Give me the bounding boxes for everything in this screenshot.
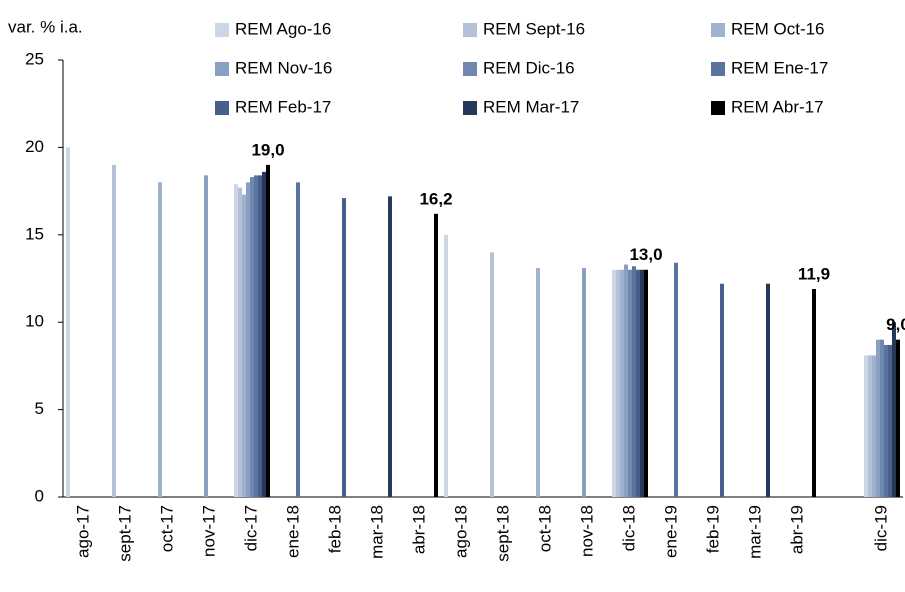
legend-swatch [215, 62, 229, 76]
bar [258, 175, 262, 498]
x-tick-label: nov-18 [577, 505, 596, 557]
bar [246, 182, 250, 498]
bar [254, 175, 258, 498]
bar [720, 283, 724, 497]
legend-swatch [711, 23, 725, 37]
bar [616, 269, 620, 497]
data-label: 9,0 [886, 315, 905, 334]
y-tick-label: 5 [35, 399, 44, 418]
bar [242, 194, 246, 497]
x-tick-label: sept-18 [493, 505, 512, 562]
x-tick-label: ene-19 [661, 505, 680, 558]
bar [876, 339, 880, 497]
bar [632, 266, 636, 497]
legend-swatch [711, 101, 725, 115]
legend-label: REM Sept-16 [483, 19, 585, 38]
x-tick-label: oct-17 [157, 505, 176, 552]
bar [628, 269, 632, 497]
bar [872, 355, 876, 497]
x-tick-label: ago-17 [73, 505, 92, 558]
legend-swatch [463, 23, 477, 37]
bar [66, 147, 70, 497]
bar [674, 262, 678, 497]
bar [234, 184, 238, 497]
x-tick-label: dic-17 [241, 505, 260, 551]
x-tick-label: dic-19 [871, 505, 890, 551]
x-tick-label: feb-18 [325, 505, 344, 553]
data-label: 11,9 [798, 264, 830, 283]
bar [620, 269, 624, 497]
x-tick-label: feb-19 [703, 505, 722, 553]
legend-label: REM Abr-17 [731, 97, 824, 116]
bar [434, 213, 438, 497]
data-label: 16,2 [419, 189, 452, 208]
bar [250, 177, 254, 497]
legend-label: REM Oct-16 [731, 19, 825, 38]
legend-label: REM Dic-16 [483, 58, 575, 77]
bar [636, 269, 640, 497]
bar [262, 171, 266, 497]
bar [388, 196, 392, 497]
bar [896, 339, 900, 497]
x-tick-label: nov-17 [199, 505, 218, 557]
bar [266, 164, 270, 497]
x-tick-label: ene-18 [283, 505, 302, 558]
bar [444, 234, 448, 498]
x-tick-label: abr-19 [787, 505, 806, 554]
data-label: 19,0 [251, 140, 284, 159]
bar [342, 198, 346, 498]
x-tick-label: mar-19 [745, 505, 764, 559]
bar [812, 288, 816, 497]
y-tick-label: 20 [25, 137, 44, 156]
legend-label: REM Ago-16 [235, 19, 331, 38]
legend-label: REM Feb-17 [235, 97, 331, 116]
x-tick-label: sept-17 [115, 505, 134, 562]
bar [612, 269, 616, 497]
x-tick-label: mar-18 [367, 505, 386, 559]
bar [536, 268, 540, 497]
x-tick-label: oct-18 [535, 505, 554, 552]
bar [296, 182, 300, 498]
y-tick-label: 10 [25, 312, 44, 331]
bar [624, 264, 628, 497]
y-tick-label: 0 [35, 486, 44, 505]
x-tick-label: ago-18 [451, 505, 470, 558]
bar [864, 355, 868, 497]
x-tick-label: abr-18 [409, 505, 428, 554]
x-tick-label: dic-18 [619, 505, 638, 551]
bar [884, 344, 888, 497]
legend-label: REM Mar-17 [483, 97, 579, 116]
bar [204, 175, 208, 498]
bar [238, 187, 242, 497]
bar [112, 164, 116, 497]
bar [888, 344, 892, 497]
y-tick-label: 15 [25, 224, 44, 243]
bar [582, 268, 586, 497]
legend-swatch [463, 62, 477, 76]
legend-swatch [711, 62, 725, 76]
data-label: 13,0 [629, 245, 662, 264]
legend-label: REM Ene-17 [731, 58, 828, 77]
bar [868, 355, 872, 497]
legend-swatch [463, 101, 477, 115]
legend-swatch [215, 101, 229, 115]
bar [158, 182, 162, 498]
legend-swatch [215, 23, 229, 37]
y-axis-title: var. % i.a. [8, 17, 83, 36]
y-tick-label: 25 [25, 49, 44, 68]
bar [766, 283, 770, 497]
bar [490, 252, 494, 497]
bar [892, 322, 896, 497]
bar [644, 269, 648, 497]
bar [880, 339, 884, 497]
legend-label: REM Nov-16 [235, 58, 332, 77]
bar [640, 269, 644, 497]
